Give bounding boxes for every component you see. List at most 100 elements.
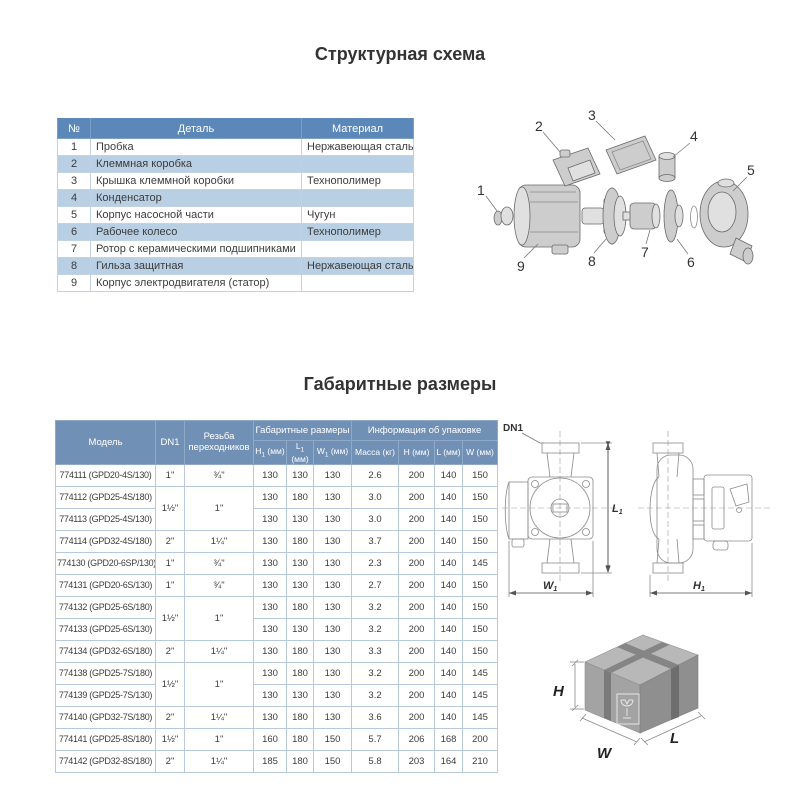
- table-row: 3 Крышка клеммной коробки Технополимер: [57, 172, 414, 190]
- cell-value: 130: [253, 573, 287, 597]
- cell-model: 774130 (GPD20-6SP/130): [55, 551, 156, 575]
- dims-subheader-cell: Масса (кг): [351, 440, 400, 465]
- cell-value: 130: [286, 551, 314, 575]
- table-row: 774130 (GPD20-6SP/130) 1" ¾" 130 130 130 2.3 20…: [55, 551, 499, 575]
- cell-num: 8: [57, 257, 91, 275]
- dn1-leader: [521, 432, 544, 444]
- cell-value: 130: [253, 683, 287, 707]
- cell-value: 200: [398, 551, 436, 575]
- cell-value: 3.3: [351, 639, 400, 663]
- cell-value: 180: [286, 595, 314, 619]
- cell-num: 3: [57, 172, 91, 190]
- cell-value: 130: [312, 595, 353, 619]
- cell-value: 130: [253, 529, 287, 553]
- cell-thread: ¾": [184, 573, 254, 597]
- cell-value: 3.7: [351, 529, 400, 553]
- cell-value: 150: [462, 639, 499, 663]
- cell-thread: ¾": [184, 551, 254, 575]
- terminal-box-part: [552, 147, 601, 187]
- cell-value: 130: [286, 507, 314, 531]
- pump-dimension-drawing: DN1 L1 W1: [502, 423, 770, 597]
- cell-value: 210: [462, 749, 499, 773]
- cell-value: 145: [462, 705, 499, 729]
- cell-value: 180: [286, 485, 314, 509]
- impeller-part: [663, 189, 684, 243]
- cell-detail: Ротор с керамическими подшипниками: [90, 240, 302, 258]
- pump-front-view: L1 W1: [502, 431, 623, 597]
- callout-4: 4: [690, 128, 698, 144]
- fragile-glass-icon: [616, 693, 640, 725]
- cell-material: Нержавеющая сталь: [301, 257, 414, 275]
- cell-value: 140: [434, 573, 464, 597]
- cell-value: 130: [253, 661, 287, 685]
- cell-thread: 1": [184, 661, 254, 707]
- cell-dn1: 1½": [155, 661, 185, 707]
- cell-value: 140: [434, 551, 464, 575]
- pump-housing-part: [699, 178, 754, 265]
- cell-value: 2.6: [351, 463, 400, 487]
- cell-dn1: 1": [155, 463, 185, 487]
- cell-detail: Пробка: [90, 138, 302, 156]
- cell-value: 130: [286, 573, 314, 597]
- cell-value: 130: [253, 617, 287, 641]
- parts-table: № Деталь Материал 1 Пробка Нержавеющая ста…: [57, 118, 414, 292]
- cell-value: 130: [312, 639, 353, 663]
- callout-7: 7: [641, 244, 649, 260]
- sleeve-part: [581, 186, 627, 246]
- dims-subheader-cell: W (мм): [462, 440, 499, 465]
- dims-table-body: 774111 (GPD20-4S/130) 1" ¾" 130 130 130 2.6 200…: [55, 463, 499, 773]
- box-w-label: W: [597, 745, 613, 762]
- dims-subheader-cell: L (мм): [434, 440, 464, 465]
- cell-model: 774138 (GPD25-7S/180): [55, 661, 156, 685]
- cell-material: [301, 155, 414, 173]
- cell-thread: 1": [184, 595, 254, 641]
- cell-value: 140: [434, 661, 464, 685]
- w1-dim-label: W1: [543, 580, 557, 593]
- parts-col-num: №: [57, 118, 91, 139]
- cell-value: 200: [462, 727, 499, 751]
- table-row: 774114 (GPD32-4S/180) 2" 1¼" 130 180 130 3.7 20…: [55, 529, 499, 553]
- table-row: 774132 (GPD25-6S/180) 1½" 1" 130 180 130 3.2 20…: [55, 595, 499, 641]
- dims-subheader-cell: W1 (мм): [312, 440, 353, 465]
- cell-model: 774140 (GPD32-7S/180): [55, 705, 156, 729]
- cell-dn1: 1½": [155, 595, 185, 641]
- cell-value: 3.2: [351, 595, 400, 619]
- cell-value: 200: [398, 595, 436, 619]
- cell-material: [301, 274, 414, 292]
- cell-value: 168: [434, 727, 464, 751]
- table-row: 2 Клеммная коробка: [57, 155, 414, 173]
- cell-num: 6: [57, 223, 91, 241]
- box-l-dimension: L: [640, 711, 706, 747]
- cell-dn1: 2": [155, 529, 185, 553]
- cell-value: 130: [253, 639, 287, 663]
- section-title-structure: Структурная схема: [314, 44, 486, 64]
- callout-3: 3: [588, 107, 596, 123]
- parts-col-material: Материал: [301, 118, 414, 139]
- cell-thread: 1¼": [184, 639, 254, 663]
- cell-value: 200: [398, 573, 436, 597]
- cell-model: 774113 (GPD25-4S/130): [55, 507, 156, 531]
- cell-thread: 1": [184, 727, 254, 751]
- cell-value: 145: [462, 551, 499, 575]
- table-row: 774142 (GPD32-8S/180) 2" 1¼" 185 180 150 5.8 20…: [55, 749, 499, 773]
- h1-dim-label: H1: [693, 580, 705, 593]
- table-row: 774140 (GPD32-7S/180) 2" 1¼" 130 180 130 3.6 20…: [55, 705, 499, 729]
- table-row: 774134 (GPD32-6S/180) 2" 1¼" 130 180 130 3.3 20…: [55, 639, 499, 663]
- table-row: 8 Гильза защитная Нержавеющая сталь: [57, 257, 414, 275]
- parts-table-body: 1 Пробка Нержавеющая сталь 2 Клеммная коробк…: [57, 138, 414, 292]
- cell-thread: ¾": [184, 463, 254, 487]
- table-row: 774133 (GPD25-6S/130) 130 130 130 3.2 200 140 1…: [55, 617, 499, 641]
- table-row: 774141 (GPD25-8S/180) 1½" 1" 160 180 150 5.7 20…: [55, 727, 499, 751]
- cell-model: 774134 (GPD32-6S/180): [55, 639, 156, 663]
- section-title-dimensions: Габаритные размеры: [303, 374, 497, 394]
- cell-detail: Крышка клеммной коробки: [90, 172, 302, 190]
- cell-value: 130: [312, 463, 353, 487]
- cell-dn1: 2": [155, 705, 185, 729]
- cell-model: 774132 (GPD25-6S/180): [55, 595, 156, 619]
- cell-material: Чугун: [301, 206, 414, 224]
- table-row: 774112 (GPD25-4S/180) 1½" 1" 130 180 130 3.0 20…: [55, 485, 499, 531]
- cell-value: 3.6: [351, 705, 400, 729]
- cell-value: 150: [312, 727, 353, 751]
- cell-value: 150: [462, 529, 499, 553]
- cell-value: 3.0: [351, 485, 400, 509]
